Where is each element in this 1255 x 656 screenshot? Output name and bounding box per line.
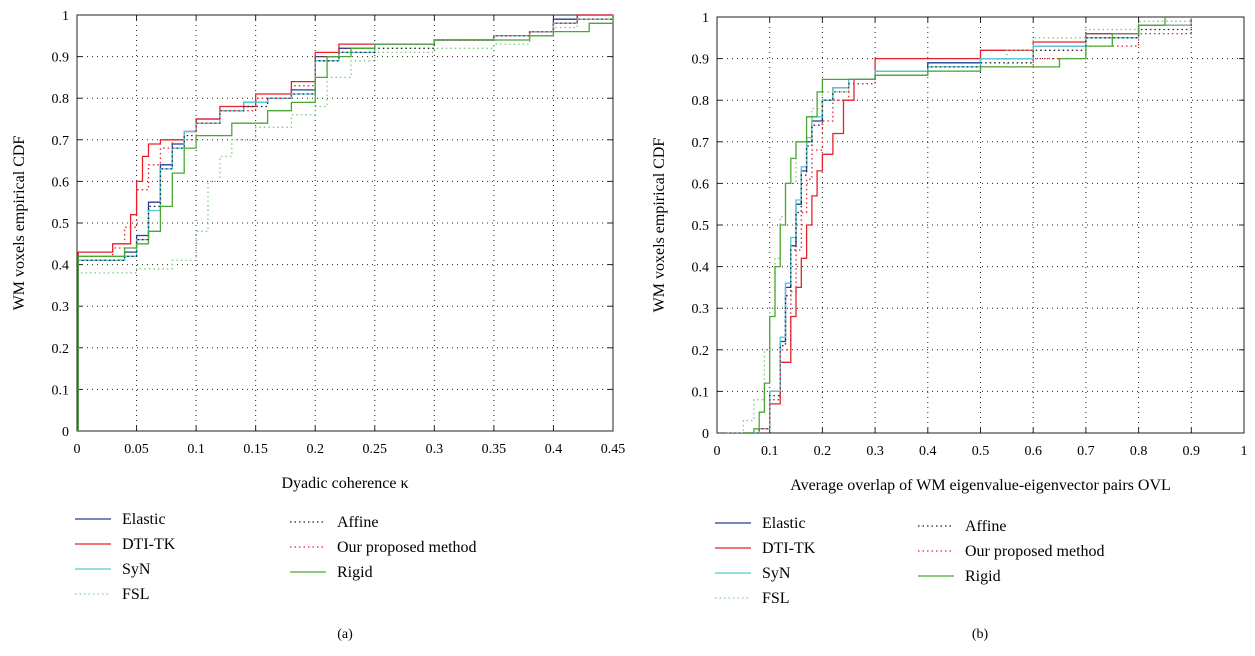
legend-label: Affine — [337, 514, 378, 531]
x-tick-label: 0.8 — [1130, 444, 1148, 459]
series-line-rigid — [743, 17, 1166, 433]
legend-label: Our proposed method — [965, 543, 1105, 560]
y-tick-label: 0.6 — [692, 177, 710, 192]
legend-item-dti-tk: DTI-TK — [715, 540, 816, 557]
y-tick-label: 0.4 — [692, 261, 710, 276]
legend-label: Affine — [965, 518, 1006, 535]
y-axis-label: WM voxels empirical CDF — [11, 136, 28, 311]
x-tick-label: 0.05 — [124, 442, 149, 457]
legend-label: DTI-TK — [122, 536, 176, 553]
x-tick-label: 0.45 — [601, 442, 626, 457]
legend-item-affine: Affine — [290, 514, 378, 531]
legend-item-rigid: Rigid — [290, 564, 373, 581]
chart-panel-a: 0 0.05 0.1 0.15 0.2 0.25 0.3 0.35 0.4 0.45 0 0.1 0.2… — [11, 9, 625, 642]
x-tick-label: 0.9 — [1183, 444, 1201, 459]
x-tick-label: 1 — [1241, 444, 1248, 459]
series-line-rigid — [77, 15, 613, 431]
chart-panel-b: 0 0.1 0.2 0.3 0.4 0.5 0.6 0.7 0.8 0.9 1 0 0.1 0.2 0.3 0… — [651, 11, 1248, 642]
y-tick-label: 0.6 — [52, 175, 70, 190]
legend-item-syn: SyN — [715, 565, 791, 582]
legend-item-syn: SyN — [75, 561, 151, 578]
y-tick-label: 1 — [702, 11, 709, 26]
x-tick-label: 0.2 — [814, 444, 832, 459]
x-axis-label: Dyadic coherence κ — [281, 475, 408, 492]
y-tick-label: 0.5 — [692, 219, 710, 234]
x-tick-label: 0.5 — [972, 444, 990, 459]
y-tick-label: 0.3 — [692, 302, 710, 317]
y-tick-label: 0.7 — [692, 136, 710, 151]
legend-label: Elastic — [762, 515, 806, 532]
legend-item-affine: Affine — [918, 518, 1006, 535]
legend-label: FSL — [122, 586, 150, 603]
x-tick-label: 0.3 — [426, 442, 444, 457]
legend-item-our-proposed-method: Our proposed method — [918, 543, 1105, 560]
y-tick-label: 0.4 — [52, 259, 70, 274]
series-line-syn — [743, 17, 1192, 433]
y-tick-label: 0.8 — [692, 94, 710, 109]
legend-label: Rigid — [337, 564, 373, 581]
x-tick-label: 0.15 — [243, 442, 268, 457]
y-tick-label: 0.7 — [52, 134, 70, 149]
series-line-fsl — [727, 17, 1192, 433]
x-tick-label: 0.25 — [363, 442, 388, 457]
y-tick-label: 0 — [62, 425, 69, 440]
legend-label: SyN — [122, 561, 151, 578]
legend-item-rigid: Rigid — [918, 568, 1001, 585]
x-tick-label: 0.4 — [919, 444, 937, 459]
legend-label: SyN — [762, 565, 791, 582]
x-tick-label: 0.6 — [1024, 444, 1042, 459]
x-tick-label: 0.4 — [545, 442, 563, 457]
x-tick-label: 0.2 — [306, 442, 324, 457]
legend-item-fsl: FSL — [715, 590, 790, 607]
legend-label: FSL — [762, 590, 790, 607]
y-tick-label: 0.2 — [52, 342, 70, 357]
y-tick-label: 0.2 — [692, 344, 710, 359]
x-axis-label: Average overlap of WM eigenvalue-eigenve… — [790, 477, 1171, 494]
legend-item-elastic: Elastic — [715, 515, 806, 532]
x-tick-label: 0 — [74, 442, 81, 457]
legend-item-fsl: FSL — [75, 586, 150, 603]
x-tick-label: 0 — [714, 444, 721, 459]
x-tick-label: 0.7 — [1077, 444, 1095, 459]
legend-label: Our proposed method — [337, 539, 477, 556]
y-tick-label: 1 — [62, 9, 69, 24]
x-tick-label: 0.3 — [866, 444, 884, 459]
x-tick-label: 0.35 — [482, 442, 507, 457]
panel-label: (b) — [972, 627, 989, 642]
y-tick-label: 0.1 — [52, 383, 70, 398]
legend-label: DTI-TK — [762, 540, 816, 557]
legend-item-our-proposed-method: Our proposed method — [290, 539, 477, 556]
x-tick-label: 0.1 — [761, 444, 779, 459]
y-tick-label: 0.1 — [692, 385, 710, 400]
legend-item-elastic: Elastic — [75, 511, 166, 528]
legend-label: Elastic — [122, 511, 166, 528]
y-tick-label: 0.9 — [692, 53, 710, 68]
y-tick-label: 0.5 — [52, 217, 70, 232]
y-axis-label: WM voxels empirical CDF — [651, 138, 668, 313]
series-line-fsl — [77, 15, 613, 431]
x-tick-label: 0.1 — [187, 442, 205, 457]
y-tick-label: 0.3 — [52, 300, 70, 315]
y-tick-label: 0.9 — [52, 51, 70, 66]
panel-label: (a) — [337, 627, 353, 642]
y-tick-label: 0.8 — [52, 92, 70, 107]
y-tick-label: 0 — [702, 427, 709, 442]
legend-label: Rigid — [965, 568, 1001, 585]
legend-item-dti-tk: DTI-TK — [75, 536, 176, 553]
